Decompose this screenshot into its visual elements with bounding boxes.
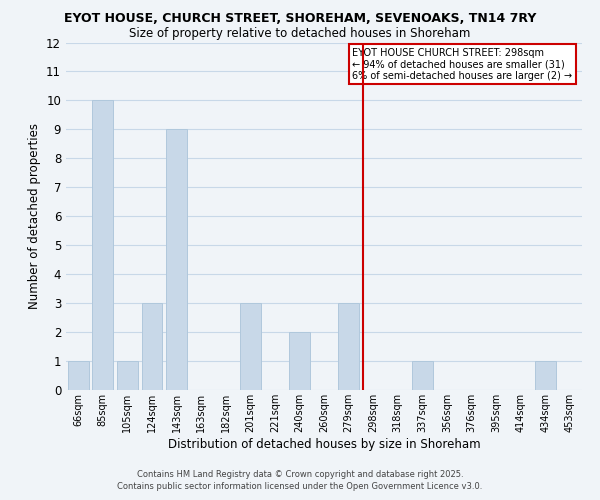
Bar — [117, 361, 138, 390]
Bar — [240, 303, 261, 390]
Bar — [68, 361, 89, 390]
Text: Size of property relative to detached houses in Shoreham: Size of property relative to detached ho… — [130, 28, 470, 40]
Bar — [142, 303, 163, 390]
Text: EYOT HOUSE, CHURCH STREET, SHOREHAM, SEVENOAKS, TN14 7RY: EYOT HOUSE, CHURCH STREET, SHOREHAM, SEV… — [64, 12, 536, 26]
Bar — [338, 303, 359, 390]
Bar — [412, 361, 433, 390]
X-axis label: Distribution of detached houses by size in Shoreham: Distribution of detached houses by size … — [167, 438, 481, 450]
Bar — [92, 100, 113, 390]
Bar — [535, 361, 556, 390]
Bar — [166, 130, 187, 390]
Bar — [289, 332, 310, 390]
Text: Contains HM Land Registry data © Crown copyright and database right 2025.
Contai: Contains HM Land Registry data © Crown c… — [118, 470, 482, 491]
Y-axis label: Number of detached properties: Number of detached properties — [28, 123, 41, 309]
Text: EYOT HOUSE CHURCH STREET: 298sqm
← 94% of detached houses are smaller (31)
6% of: EYOT HOUSE CHURCH STREET: 298sqm ← 94% o… — [352, 48, 572, 81]
